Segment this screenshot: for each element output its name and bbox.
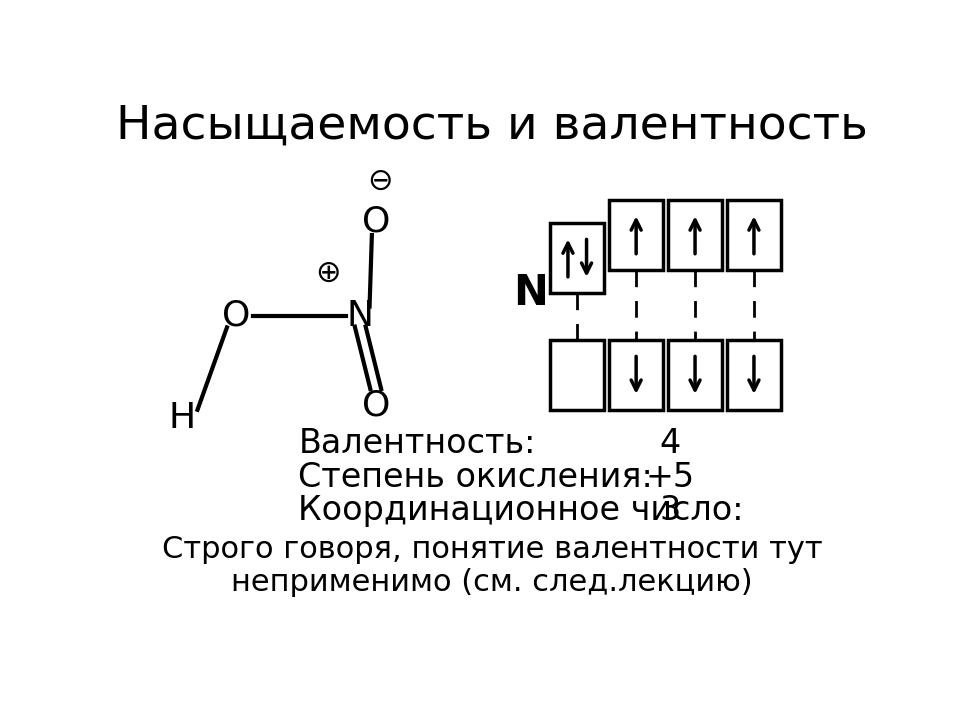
Text: неприменимо (см. след.лекцию): неприменимо (см. след.лекцию)	[231, 568, 753, 597]
Bar	[727, 200, 781, 270]
Bar	[609, 200, 663, 270]
Text: Валентность:: Валентность:	[299, 428, 536, 461]
Text: Координационное число:: Координационное число:	[299, 494, 744, 527]
Bar	[668, 341, 722, 410]
Text: H: H	[168, 400, 196, 434]
Text: Строго говоря, понятие валентности тут: Строго говоря, понятие валентности тут	[161, 535, 823, 564]
Text: +5: +5	[646, 461, 695, 494]
Bar	[668, 200, 722, 270]
Text: O: O	[362, 389, 390, 423]
Text: Степень окисления:: Степень окисления:	[299, 461, 653, 494]
Text: ⊖: ⊖	[367, 166, 393, 196]
Bar	[727, 341, 781, 410]
Text: Насыщаемость и валентность: Насыщаемость и валентность	[116, 104, 868, 149]
Bar	[550, 341, 605, 410]
Text: O: O	[222, 299, 251, 333]
Bar	[609, 341, 663, 410]
Bar	[550, 223, 605, 293]
Text: 4: 4	[660, 428, 681, 461]
Text: ⊕: ⊕	[315, 259, 341, 288]
Text: N: N	[347, 299, 373, 333]
Text: O: O	[362, 204, 390, 238]
Text: N: N	[514, 271, 548, 314]
Text: 3: 3	[660, 494, 681, 527]
